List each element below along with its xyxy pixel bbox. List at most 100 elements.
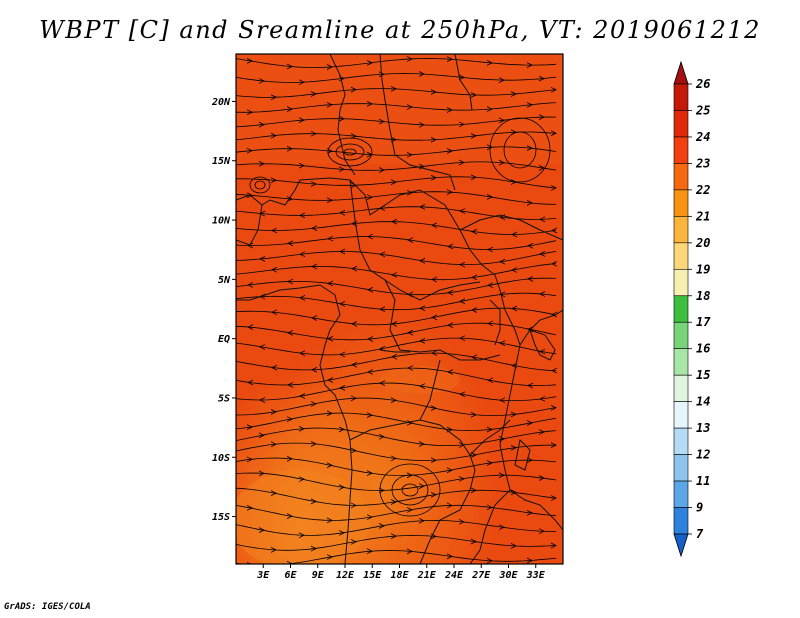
colorbar-swatch xyxy=(673,189,689,217)
x-tick-label: 33E xyxy=(526,570,546,581)
flow-arrow xyxy=(550,86,557,93)
flow-arrow xyxy=(270,132,277,139)
flow-arrow xyxy=(258,527,265,533)
flow-arrow xyxy=(286,196,293,202)
flow-arrow xyxy=(447,369,454,375)
flow-arrow xyxy=(258,78,265,84)
flow-arrow xyxy=(246,109,253,116)
colorbar-swatch xyxy=(673,268,689,297)
flow-arrow xyxy=(246,58,253,64)
flow-arrow xyxy=(550,442,557,448)
colorbar-label: 7 xyxy=(696,527,704,541)
flow-arrow xyxy=(298,532,305,539)
flow-arrow xyxy=(471,307,478,313)
flow-arrow xyxy=(498,524,505,531)
flow-arrow xyxy=(498,159,505,166)
flow-arrow xyxy=(350,447,357,454)
flow-arrow xyxy=(271,309,278,316)
y-tick-label: 20N xyxy=(211,97,231,108)
flow-arrow xyxy=(338,484,345,491)
flow-arrow xyxy=(327,280,334,287)
flow-arrow xyxy=(446,502,453,509)
flow-arrow xyxy=(366,470,373,476)
flow-arrow xyxy=(499,291,506,298)
streamline xyxy=(236,427,557,446)
flow-arrow xyxy=(486,194,493,200)
flow-arrow xyxy=(459,298,466,305)
flow-arrow xyxy=(339,385,346,391)
flow-arrow xyxy=(378,167,385,173)
flow-arrow xyxy=(271,266,278,273)
flow-arrow xyxy=(287,381,294,388)
flow-arrow xyxy=(430,457,437,464)
flow-arrow xyxy=(526,457,533,464)
flow-arrow xyxy=(431,350,438,356)
flow-arrow xyxy=(311,366,318,373)
flow-arrow xyxy=(247,242,254,249)
flow-arrow xyxy=(419,338,426,344)
flow-arrow xyxy=(470,92,477,98)
flow-arrow xyxy=(247,324,254,331)
flow-arrow xyxy=(430,405,437,411)
colorbar-label: 20 xyxy=(695,236,710,250)
flow-arrow xyxy=(270,177,277,184)
flow-arrow xyxy=(246,561,252,564)
colorbar-label: 14 xyxy=(696,395,710,409)
flow-arrow xyxy=(298,79,305,86)
flow-arrow xyxy=(366,194,373,201)
flow-arrow xyxy=(538,475,545,481)
flow-arrow xyxy=(430,174,437,181)
colorbar-bottom-extend xyxy=(673,533,689,558)
flow-arrow xyxy=(407,365,414,371)
flow-arrow xyxy=(326,517,333,524)
flow-arrow xyxy=(379,251,386,258)
flow-arrow xyxy=(367,286,374,293)
flow-arrow xyxy=(391,320,398,327)
flow-arrow xyxy=(510,543,517,549)
colorbar-label: 21 xyxy=(695,209,710,223)
flow-arrow xyxy=(486,426,493,433)
colorbar-swatch xyxy=(673,83,689,111)
flow-arrow xyxy=(486,59,493,66)
flow-arrow xyxy=(486,504,493,511)
colorbar-label: 15 xyxy=(696,368,710,382)
x-tick-label: 27E xyxy=(471,570,491,581)
flow-arrow xyxy=(351,320,358,327)
map-title: WBPT [C] and Sreamline at 250hPa, VT: 20… xyxy=(39,16,761,44)
flow-arrow xyxy=(526,199,533,206)
flow-arrow xyxy=(487,320,494,327)
vortex-centers xyxy=(249,117,551,517)
flow-arrow xyxy=(246,456,253,463)
colorbar-swatch xyxy=(673,163,689,191)
flow-arrow xyxy=(259,256,266,262)
flow-arrow xyxy=(526,102,533,108)
flow-arrow xyxy=(459,391,466,398)
flow-arrow xyxy=(406,507,413,513)
flow-arrow xyxy=(459,208,466,214)
flow-arrow xyxy=(259,344,266,350)
flow-arrow xyxy=(350,395,357,402)
y-tick-label: 15S xyxy=(212,512,230,523)
flow-arrow xyxy=(326,64,333,70)
flow-arrow xyxy=(539,395,546,402)
flow-arrow xyxy=(299,212,306,219)
flow-arrow xyxy=(430,89,437,95)
flow-arrow xyxy=(246,505,253,511)
flow-arrow xyxy=(551,260,558,267)
flow-arrow xyxy=(470,487,477,494)
flow-arrow xyxy=(447,322,454,328)
flow-arrow xyxy=(327,335,334,342)
streamline xyxy=(236,116,557,128)
latitude-axis: 20N 15N 10N 5N EQ 5S 10S 15S xyxy=(211,97,236,523)
flow-arrow xyxy=(471,274,478,281)
flow-arrow xyxy=(406,56,413,62)
flow-arrow xyxy=(418,441,425,447)
streamline xyxy=(236,292,557,311)
y-tick-label: 5S xyxy=(218,393,230,404)
flow-arrow xyxy=(418,483,425,490)
flow-arrow xyxy=(310,181,317,187)
flow-arrow xyxy=(391,272,398,278)
x-tick-label: 18E xyxy=(390,570,409,581)
flow-arrow xyxy=(287,329,294,336)
y-tick-label: 10S xyxy=(212,453,230,464)
